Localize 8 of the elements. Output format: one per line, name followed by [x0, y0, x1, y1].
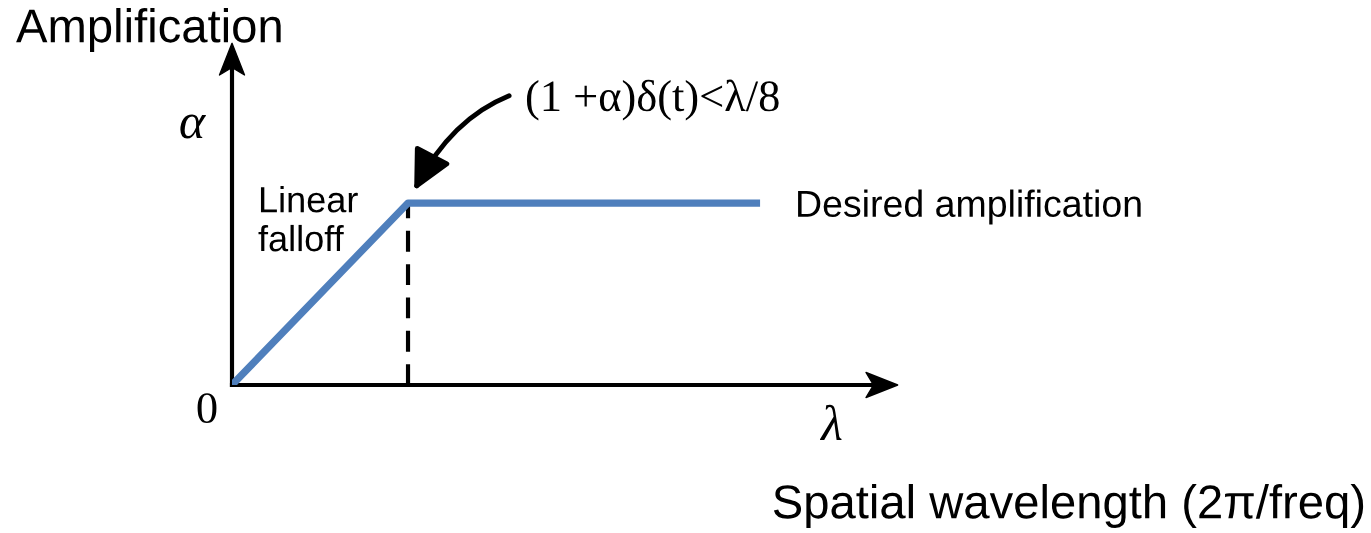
y-axis-title: Amplification	[16, 7, 281, 53]
x-axis-title: Spatial wavelength (2π/freq)	[773, 483, 1364, 529]
text: λ	[819, 404, 842, 441]
text: (1 +α)δ(t)<λ/8	[526, 79, 779, 121]
text: 0	[197, 393, 217, 424]
text: α	[180, 114, 206, 139]
annotation: Linear falloff	[258, 186, 358, 252]
annotation: Desired amplification	[798, 189, 1141, 225]
